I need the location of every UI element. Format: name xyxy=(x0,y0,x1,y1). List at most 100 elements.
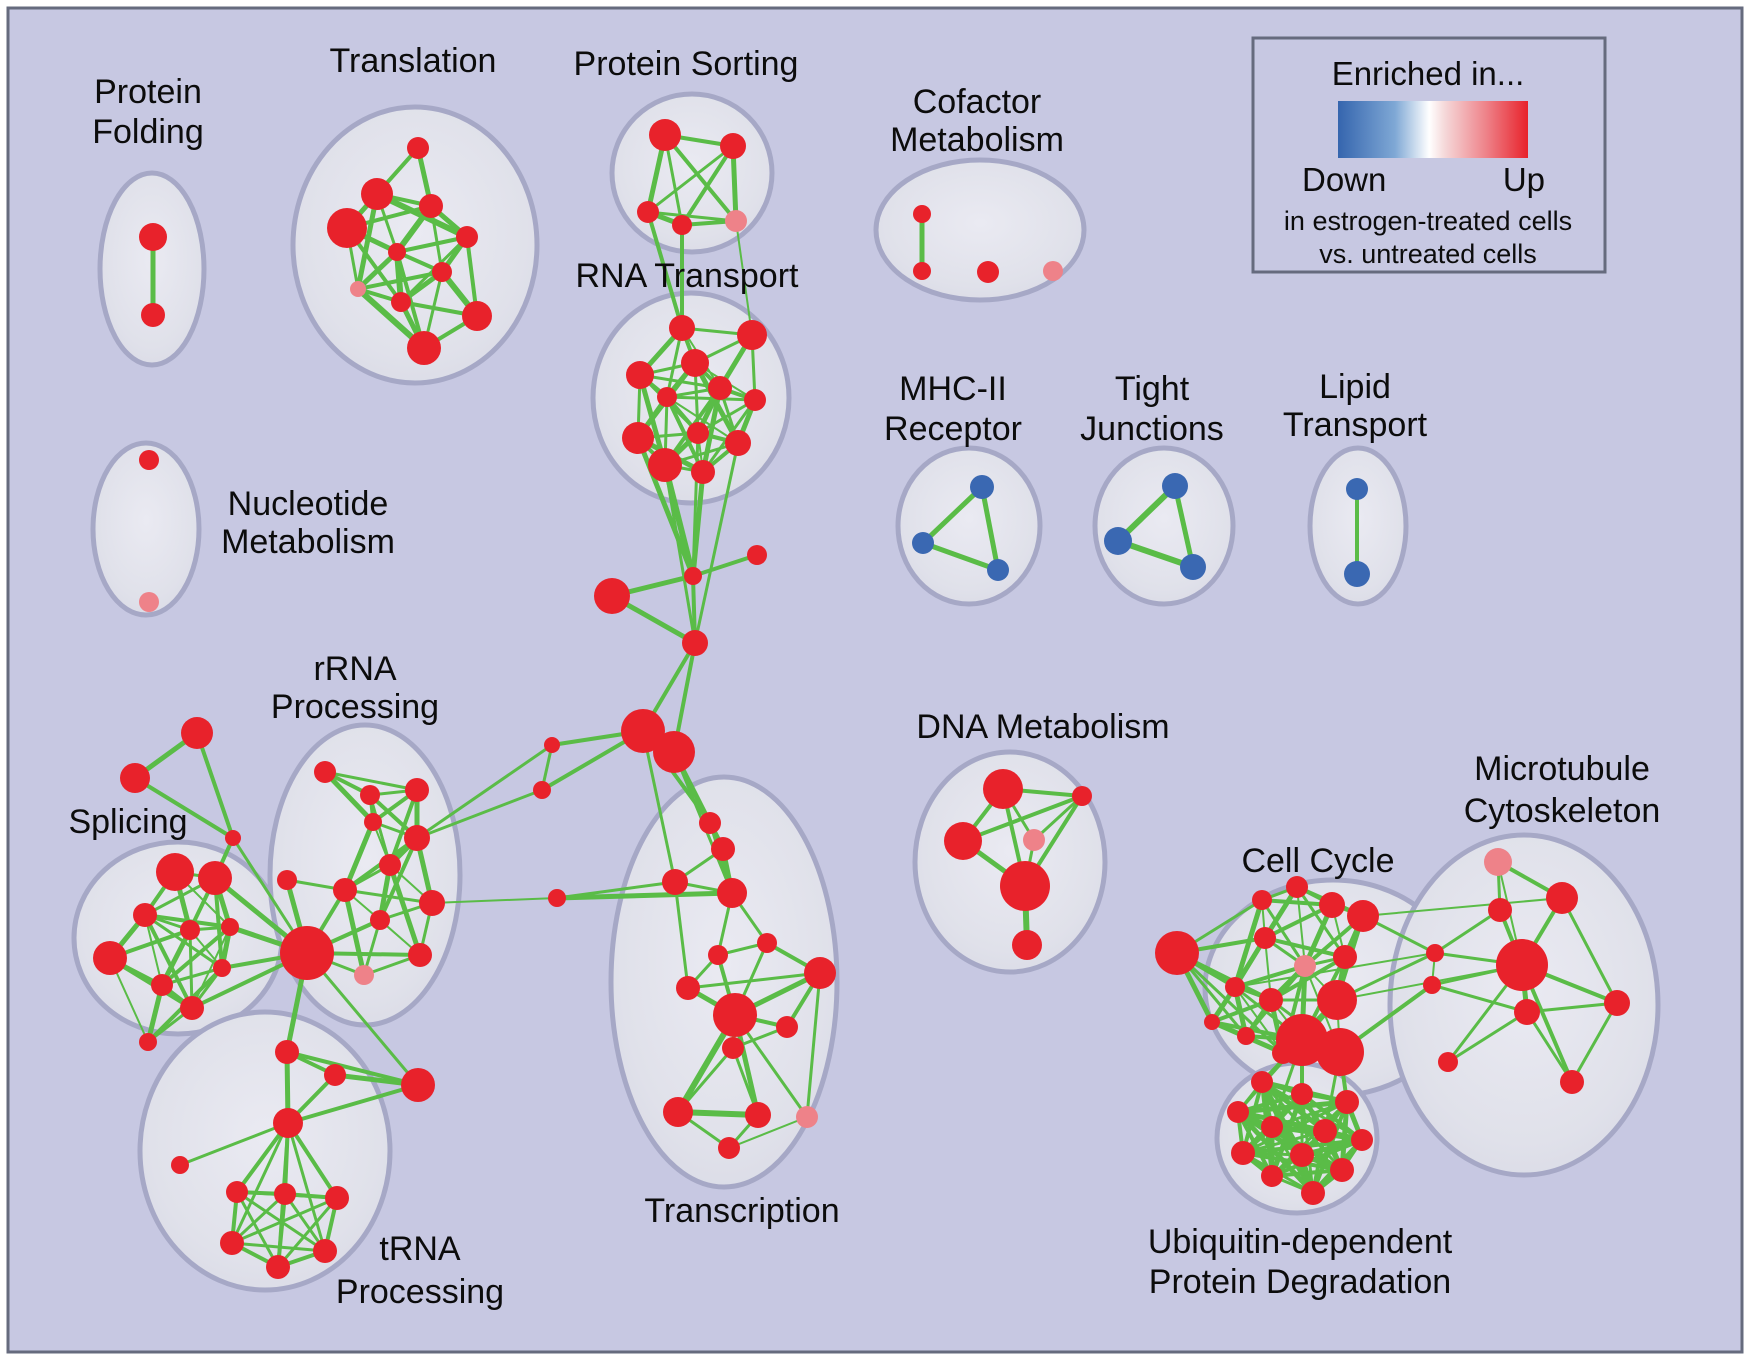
gene-set-node-lipid-transport-1[interactable] xyxy=(1344,561,1370,587)
gene-set-node-ubiquitin-degradation-7[interactable] xyxy=(1231,1141,1255,1165)
gene-set-node-cell-cycle-0[interactable] xyxy=(1155,931,1199,975)
gene-set-node-ubiquitin-degradation-3[interactable] xyxy=(1227,1101,1249,1123)
gene-set-node-trna-processing-0[interactable] xyxy=(273,1108,303,1138)
gene-set-node-rrna-processing-15[interactable] xyxy=(419,890,445,916)
gene-set-node-cell-cycle-5[interactable] xyxy=(1254,927,1276,949)
gene-set-node-mhc-ii-receptor-0[interactable] xyxy=(970,475,994,499)
gene-set-node-translation-6[interactable] xyxy=(432,262,452,282)
gene-set-node-transcription-9[interactable] xyxy=(713,993,757,1037)
gene-set-node-rna-transport-6[interactable] xyxy=(744,389,766,411)
gene-set-node-cell-cycle-15[interactable] xyxy=(1204,1014,1220,1030)
gene-set-node-dna-metabolism-2[interactable] xyxy=(944,822,982,860)
gene-set-node-nucleotide-metabolism-0[interactable] xyxy=(139,450,159,470)
gene-set-node-trna-processing-5[interactable] xyxy=(220,1231,244,1255)
gene-set-node-microtubule-cytoskeleton-8[interactable] xyxy=(1438,1052,1458,1072)
gene-set-node-splicing-8[interactable] xyxy=(180,996,204,1020)
gene-set-node-rrna-processing-8[interactable] xyxy=(280,926,334,980)
gene-set-node-cell-cycle-9[interactable] xyxy=(1259,988,1283,1012)
gene-set-node-dna-metabolism-5[interactable] xyxy=(1012,930,1042,960)
gene-set-node-cell-cycle-13[interactable] xyxy=(1276,1014,1328,1066)
gene-set-node-transcription-0[interactable] xyxy=(699,812,721,834)
gene-set-node-dna-metabolism-1[interactable] xyxy=(1072,786,1092,806)
gene-set-node-rrna-processing-13[interactable] xyxy=(401,1068,435,1102)
gene-set-node-connector-chain-5[interactable] xyxy=(653,731,695,773)
gene-set-node-microtubule-cytoskeleton-2[interactable] xyxy=(1488,898,1512,922)
gene-set-node-rna-transport-0[interactable] xyxy=(669,315,695,341)
gene-set-node-microtubule-cytoskeleton-7[interactable] xyxy=(1423,976,1441,994)
gene-set-node-splicing-0[interactable] xyxy=(156,853,194,891)
gene-set-node-splicing-outliers-0[interactable] xyxy=(181,717,213,749)
gene-set-node-ubiquitin-degradation-8[interactable] xyxy=(1290,1143,1314,1167)
gene-set-node-translation-4[interactable] xyxy=(456,226,478,248)
gene-set-node-rrna-processing-3[interactable] xyxy=(364,813,382,831)
gene-set-node-rrna-processing-14[interactable] xyxy=(370,910,390,930)
gene-set-node-ubiquitin-degradation-4[interactable] xyxy=(1261,1116,1283,1138)
gene-set-node-cell-cycle-10[interactable] xyxy=(1317,980,1357,1020)
gene-set-node-translation-0[interactable] xyxy=(407,137,429,159)
gene-set-node-translation-8[interactable] xyxy=(391,292,411,312)
gene-set-node-cofactor-metabolism-1[interactable] xyxy=(913,262,931,280)
gene-set-node-rrna-processing-1[interactable] xyxy=(405,778,429,802)
gene-set-node-splicing-4[interactable] xyxy=(221,918,239,936)
gene-set-node-connector-chain-4[interactable] xyxy=(621,709,665,753)
gene-set-node-protein-sorting-3[interactable] xyxy=(672,215,692,235)
gene-set-node-ubiquitin-degradation-9[interactable] xyxy=(1330,1158,1354,1182)
gene-set-node-translation-7[interactable] xyxy=(350,281,366,297)
gene-set-node-splicing-outliers-2[interactable] xyxy=(225,830,241,846)
gene-set-node-protein-sorting-0[interactable] xyxy=(649,119,681,151)
gene-set-node-lipid-transport-0[interactable] xyxy=(1346,478,1368,500)
gene-set-node-rrna-processing-5[interactable] xyxy=(277,870,297,890)
gene-set-node-ubiquitin-degradation-1[interactable] xyxy=(1291,1083,1313,1105)
gene-set-node-microtubule-cytoskeleton-5[interactable] xyxy=(1514,999,1540,1025)
gene-set-node-protein-folding-1[interactable] xyxy=(141,303,165,327)
gene-set-node-connector-chain-7[interactable] xyxy=(533,781,551,799)
gene-set-node-ubiquitin-degradation-0[interactable] xyxy=(1251,1071,1273,1093)
gene-set-node-rna-transport-10[interactable] xyxy=(648,448,682,482)
gene-set-node-mhc-ii-receptor-1[interactable] xyxy=(912,532,934,554)
gene-set-node-cofactor-metabolism-2[interactable] xyxy=(977,261,999,283)
gene-set-node-rrna-processing-11[interactable] xyxy=(275,1040,299,1064)
gene-set-node-transcription-11[interactable] xyxy=(722,1037,744,1059)
gene-set-node-microtubule-cytoskeleton-9[interactable] xyxy=(1560,1070,1584,1094)
gene-set-node-translation-9[interactable] xyxy=(462,301,492,331)
gene-set-node-tight-junctions-1[interactable] xyxy=(1104,527,1132,555)
gene-set-node-connector-chain-2[interactable] xyxy=(594,578,630,614)
gene-set-node-nucleotide-metabolism-1[interactable] xyxy=(139,592,159,612)
gene-set-node-ubiquitin-degradation-11[interactable] xyxy=(1301,1181,1325,1205)
gene-set-node-rrna-processing-0[interactable] xyxy=(314,761,336,783)
gene-set-node-microtubule-cytoskeleton-0[interactable] xyxy=(1484,848,1512,876)
gene-set-node-protein-folding-0[interactable] xyxy=(139,223,167,251)
gene-set-node-translation-5[interactable] xyxy=(388,243,406,261)
gene-set-node-rrna-processing-9[interactable] xyxy=(354,965,374,985)
gene-set-node-cell-cycle-8[interactable] xyxy=(1225,977,1245,997)
gene-set-node-cofactor-metabolism-3[interactable] xyxy=(1043,261,1063,281)
gene-set-node-trna-processing-4[interactable] xyxy=(325,1186,349,1210)
gene-set-node-microtubule-cytoskeleton-3[interactable] xyxy=(1496,939,1548,991)
gene-set-node-trna-processing-1[interactable] xyxy=(171,1156,189,1174)
gene-set-node-translation-10[interactable] xyxy=(407,331,441,365)
gene-set-node-splicing-9[interactable] xyxy=(139,1033,157,1051)
gene-set-node-rna-transport-5[interactable] xyxy=(657,387,677,407)
gene-set-node-cofactor-metabolism-0[interactable] xyxy=(913,205,931,223)
gene-set-node-rna-transport-9[interactable] xyxy=(725,430,751,456)
gene-set-node-transcription-8[interactable] xyxy=(804,957,836,989)
gene-set-node-trna-processing-7[interactable] xyxy=(313,1239,337,1263)
gene-set-node-microtubule-cytoskeleton-1[interactable] xyxy=(1546,882,1578,914)
gene-set-node-rrna-processing-7[interactable] xyxy=(379,854,401,876)
gene-set-node-rrna-processing-6[interactable] xyxy=(333,878,357,902)
gene-set-node-ubiquitin-degradation-6[interactable] xyxy=(1351,1129,1373,1151)
gene-set-node-rna-transport-2[interactable] xyxy=(681,349,709,377)
gene-set-node-rna-transport-3[interactable] xyxy=(626,361,654,389)
gene-set-node-cell-cycle-2[interactable] xyxy=(1286,876,1308,898)
gene-set-node-trna-processing-6[interactable] xyxy=(266,1255,290,1279)
gene-set-node-translation-2[interactable] xyxy=(419,194,443,218)
gene-set-node-dna-metabolism-0[interactable] xyxy=(983,769,1023,809)
gene-set-node-splicing-3[interactable] xyxy=(180,920,200,940)
gene-set-node-dna-metabolism-3[interactable] xyxy=(1023,829,1045,851)
gene-set-node-ubiquitin-degradation-2[interactable] xyxy=(1335,1090,1359,1114)
gene-set-node-cell-cycle-14[interactable] xyxy=(1316,1028,1364,1076)
gene-set-node-protein-sorting-4[interactable] xyxy=(725,210,747,232)
gene-set-node-rna-transport-1[interactable] xyxy=(737,320,767,350)
gene-set-node-rrna-processing-4[interactable] xyxy=(404,825,430,851)
gene-set-node-rna-transport-4[interactable] xyxy=(708,376,732,400)
